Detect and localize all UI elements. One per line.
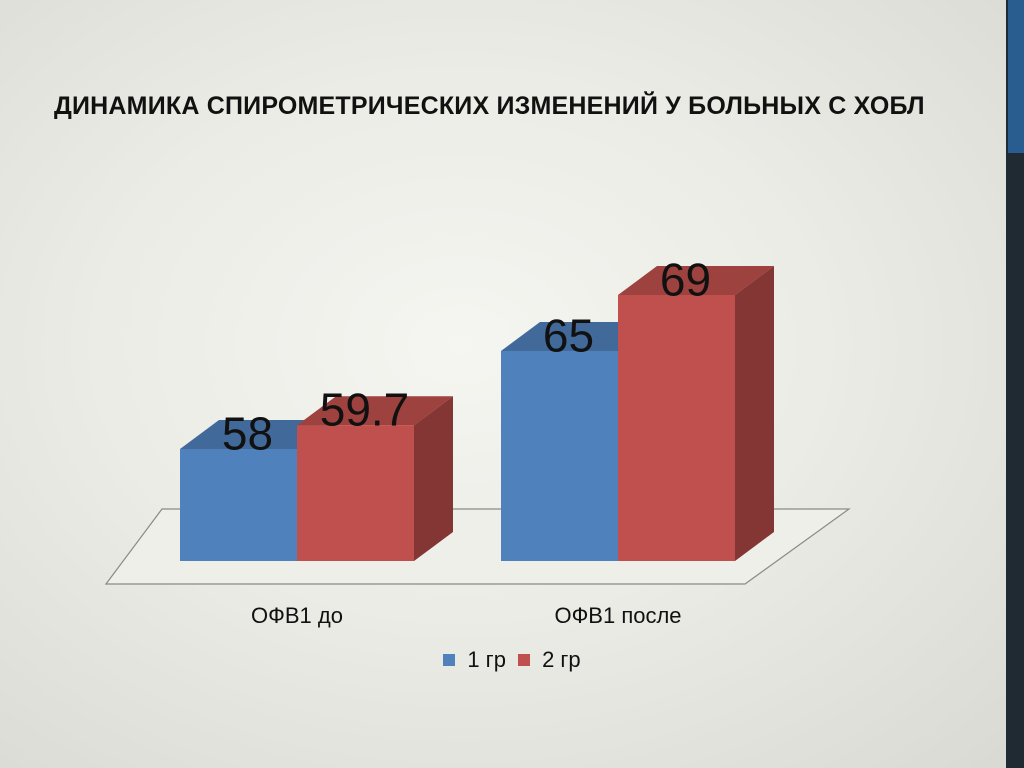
value-label-1-1: 58 [222,408,273,460]
bar-front-face [501,351,618,561]
legend-label-series-1: 1 гр [467,647,506,672]
bar-side-face [735,266,774,561]
category-label-2: ОФВ1 после [554,603,681,628]
category-label-1: ОФВ1 до [251,603,343,628]
legend-label-series-2: 2 гр [542,647,581,672]
value-label-1-2: 65 [543,310,594,362]
accent-bar-blue [1008,0,1024,153]
bar-top-face [297,396,453,426]
bar-2-1 [297,396,453,561]
legend-swatch-red [518,654,531,666]
bar-side-face [414,396,453,561]
legend-item-series-2: 2 гр [518,647,581,673]
bar-2-2 [618,266,774,561]
bar-front-face [297,425,414,561]
slide-title: Динамика спирометрических изменений у бо… [54,92,925,120]
chart-legend: 1 гр 2 гр [0,646,1024,673]
bar-front-face [180,449,297,561]
bar-front-face [618,295,735,561]
legend-swatch-blue [443,654,456,666]
value-label-2-1: 59.7 [320,384,410,436]
legend-item-series-1: 1 гр [443,647,506,673]
bar-top-face [618,266,774,295]
value-label-2-2: 69 [660,254,711,306]
accent-bar [1006,0,1024,768]
